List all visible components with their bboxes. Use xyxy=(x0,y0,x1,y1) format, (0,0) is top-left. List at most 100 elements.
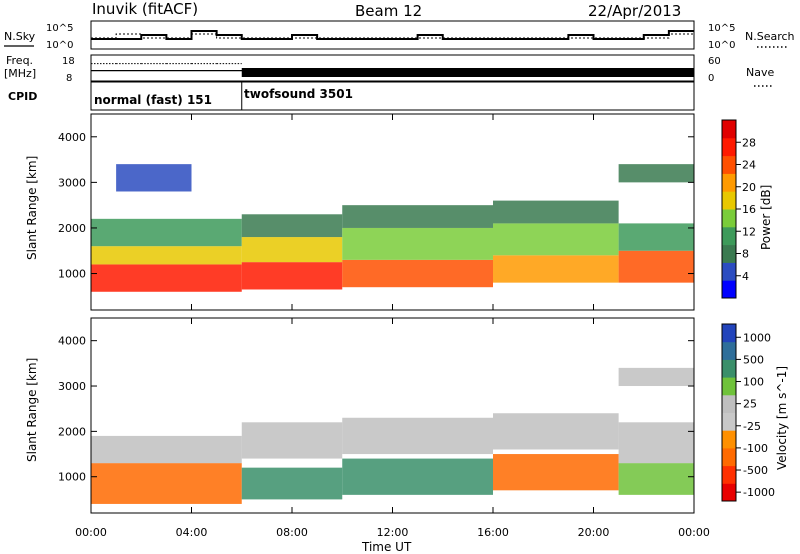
ytick-label: 4000 xyxy=(58,335,86,348)
noise-left-tick-bottom: 10^0 xyxy=(46,40,73,51)
frequency-panel: 18 8 60 0 xyxy=(62,54,721,84)
noise-panel: 10^5 10^0 10^5 10^0 xyxy=(46,20,735,51)
nave-block xyxy=(618,68,645,77)
cpid-mode-2: twofsound 3501 xyxy=(244,87,353,101)
nave-block xyxy=(593,68,620,77)
power-panel: 1000 2000 3000 4000 Slant Range [km] 4 8 12 16… xyxy=(25,113,773,311)
nave-block xyxy=(668,68,695,77)
velocity-cbar-label: -25 xyxy=(743,420,761,433)
ytick-label: 4000 xyxy=(58,131,86,144)
heat-band-3 xyxy=(241,262,343,290)
xtick-label: 00:00 xyxy=(75,526,107,539)
power-cbar-label: 20 xyxy=(742,181,756,194)
heat-band-8 xyxy=(618,463,694,495)
noise-series xyxy=(91,30,694,40)
heat-band-10 xyxy=(493,223,619,256)
ytick-label: 3000 xyxy=(58,176,86,189)
nave-block xyxy=(518,68,544,77)
heat-band-5 xyxy=(241,214,343,238)
heat-band-0 xyxy=(91,264,242,292)
ytick-label: 2000 xyxy=(58,425,86,438)
xtick-label: 20:00 xyxy=(578,526,610,539)
ytick-label: 1000 xyxy=(58,268,86,281)
cpid-panel: normal (fast) 151 twofsound 3501 xyxy=(90,81,695,111)
power-cbar-label: 16 xyxy=(742,203,756,216)
xtick-label: 08:00 xyxy=(276,526,308,539)
heat-band-12 xyxy=(618,250,694,283)
heat-band-9 xyxy=(493,255,619,283)
cbar-cell xyxy=(722,412,736,431)
time-x-axis: 00:00 04:00 08:00 12:00 16:00 20:00 00:00 xyxy=(75,114,710,539)
noise-right-tick-top: 10^5 xyxy=(708,23,735,34)
heat-band-13 xyxy=(618,223,694,251)
nave-block xyxy=(342,68,368,77)
cbar-cell xyxy=(722,377,736,396)
heat-band-2 xyxy=(241,467,343,500)
heat-band-14 xyxy=(618,164,694,183)
power-colorbar: 4 8 12 16 20 24 28 xyxy=(721,119,756,299)
nsearch-label: N.Search xyxy=(745,30,795,43)
nave-block xyxy=(241,68,268,77)
velocity-cbar-label: -1000 xyxy=(743,486,775,499)
xtick-label: 16:00 xyxy=(477,526,509,539)
heat-band-6 xyxy=(342,259,493,288)
velocity-cbar-label: 100 xyxy=(743,376,764,389)
beam-title: Beam 12 xyxy=(355,2,422,20)
freq-label: Freq. xyxy=(6,54,33,67)
cbar-cell xyxy=(722,394,736,413)
power-cbar-label: 28 xyxy=(742,136,756,149)
power-y-axis: 1000 2000 3000 4000 xyxy=(58,131,694,281)
freq-right-tick-bottom: 0 xyxy=(708,73,714,84)
nave-block xyxy=(292,68,318,77)
time-xlabel: Time UT xyxy=(361,540,412,554)
power-cbar-label: 4 xyxy=(742,270,749,283)
heat-band-1 xyxy=(91,246,242,265)
cbar-cell xyxy=(722,483,736,502)
nave-label: Nave xyxy=(746,66,774,79)
xtick-label: 12:00 xyxy=(377,526,409,539)
cbar-cell xyxy=(722,191,736,210)
heat-band-4 xyxy=(241,237,343,263)
velocity-colorbar: 1000 500 100 25 -25 -100 -500 -1000 xyxy=(721,323,775,502)
power-ylabel: Slant Range [km] xyxy=(25,156,39,260)
nave-block xyxy=(643,68,670,77)
velocity-y-axis: 1000 2000 3000 4000 xyxy=(58,335,694,484)
cbar-cell xyxy=(722,226,736,246)
frequency-series xyxy=(91,63,695,77)
nave-block xyxy=(493,68,519,77)
heat-band-9 xyxy=(618,422,694,464)
cbar-cell xyxy=(722,430,736,449)
nave-block xyxy=(367,68,393,77)
noise-left-tick-top: 10^5 xyxy=(46,23,73,34)
cbar-frame xyxy=(721,323,737,502)
cpid-mode-1: normal (fast) 151 xyxy=(94,93,212,107)
heat-band-0 xyxy=(91,463,242,504)
cbar-cell xyxy=(722,341,736,360)
mhz-label: [MHz] xyxy=(4,67,36,80)
heat-band-2 xyxy=(91,218,242,247)
cbar-cell xyxy=(722,155,736,174)
xtick-label: 04:00 xyxy=(176,526,208,539)
freq-left-tick-top: 18 xyxy=(62,56,75,67)
nave-block xyxy=(317,68,343,77)
power-cbar-label: 12 xyxy=(742,225,756,238)
date-title: 22/Apr/2013 xyxy=(588,2,681,20)
freq-right-tick-top: 60 xyxy=(708,56,721,67)
power-cbar-label: 24 xyxy=(742,159,756,172)
velocity-ylabel: Slant Range [km] xyxy=(25,358,39,462)
nave-block xyxy=(266,68,293,77)
ytick-label: 2000 xyxy=(58,222,86,235)
power-colorbar-label: Power [dB] xyxy=(759,185,773,250)
velocity-cbar-label: 1000 xyxy=(743,331,771,344)
cbar-cell xyxy=(722,137,736,157)
cbar-cell xyxy=(722,244,736,263)
power-heatmap xyxy=(91,164,694,292)
noise-right-tick-bottom: 10^0 xyxy=(708,40,735,51)
cbar-cell xyxy=(722,447,736,467)
freq-left-tick-bottom: 8 xyxy=(66,73,72,84)
ytick-label: 1000 xyxy=(58,471,86,484)
noise-line-1 xyxy=(91,33,694,39)
nave-block xyxy=(442,68,469,77)
nave-block xyxy=(568,68,594,77)
